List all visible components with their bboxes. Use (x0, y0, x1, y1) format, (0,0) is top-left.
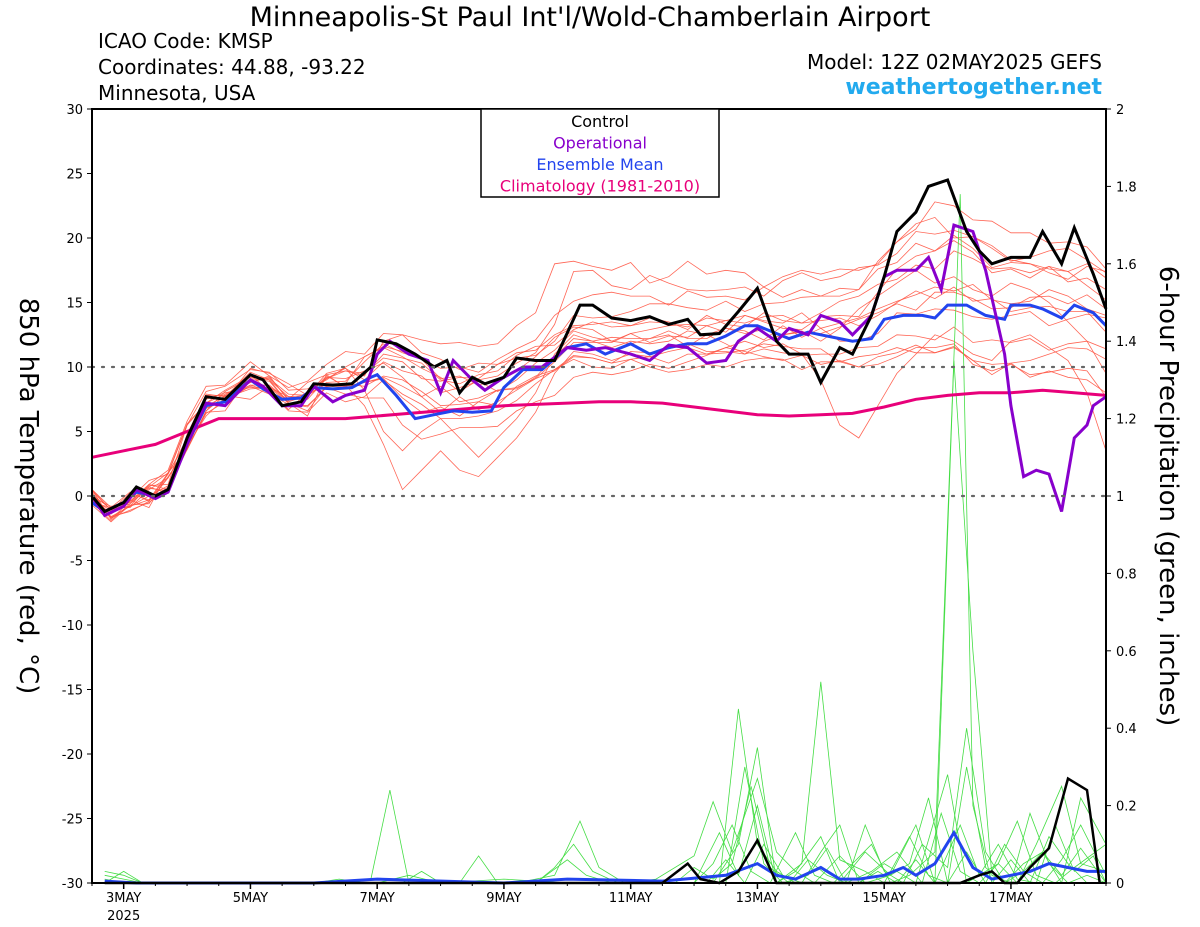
precip-member-6 (104, 360, 1107, 884)
left-tick-label: -20 (62, 748, 83, 763)
left-tick-label: -10 (62, 619, 83, 634)
temp-member-1 (91, 240, 1107, 520)
precip-member-3 (104, 681, 1107, 884)
legend-entry: Operational (553, 134, 647, 153)
left-tick-label: -15 (62, 684, 83, 699)
right-tick-label: 1.2 (1116, 413, 1137, 428)
x-tick-label: 15MAY (862, 891, 906, 906)
right-tick-label: 1 (1116, 490, 1124, 505)
left-tick-label: 30 (66, 103, 83, 118)
temp-mean-line (91, 303, 1108, 514)
axes: 302520151050-5-10-15-20-25-3021.81.61.41… (62, 103, 1137, 924)
x-tick-label: 17MAY (989, 891, 1033, 906)
right-tick-label: 1.4 (1116, 335, 1137, 350)
legend-entry: Climatology (1981-2010) (500, 177, 700, 196)
right-tick-label: 0 (1116, 877, 1124, 892)
temp-member-9 (91, 286, 1107, 523)
right-tick-label: 0.8 (1116, 567, 1137, 582)
model-run: Model: 12Z 02MAY2025 GEFS (807, 50, 1102, 74)
temp-member-11 (91, 308, 1107, 510)
precip-member-1 (104, 708, 1107, 884)
site-link[interactable]: weathertogether.net (845, 75, 1102, 100)
right-axis-title: 6-hour Precipitation (green, inches) (1153, 266, 1183, 726)
precipitation-members (104, 194, 1107, 885)
temp-member-15 (91, 326, 1107, 519)
right-tick-label: 0.4 (1116, 722, 1137, 737)
x-tick-label: 11MAY (609, 891, 653, 906)
precip-member-4 (104, 194, 1106, 884)
temperature-members (91, 201, 1107, 523)
left-tick-label: 0 (75, 490, 83, 505)
precip-member-5 (104, 820, 1107, 884)
left-tick-label: -5 (70, 555, 83, 570)
precip-mean-line (104, 829, 1106, 885)
grid (90, 365, 1108, 498)
left-tick-label: 15 (66, 297, 83, 312)
left-tick-label: -30 (62, 877, 83, 892)
x-tick-label: 5MAY (233, 891, 268, 906)
x-tick-year: 2025 (107, 909, 140, 924)
temp-member-2 (91, 291, 1107, 518)
precip-member-7 (104, 728, 1107, 884)
region: Minnesota, USA (98, 81, 256, 105)
legend-entry: Control (571, 112, 629, 131)
x-tick-label: 13MAY (736, 891, 780, 906)
legend-box (480, 108, 720, 198)
climatology-line (91, 388, 1107, 459)
right-tick-label: 0.2 (1116, 800, 1137, 815)
right-tick-label: 1.6 (1116, 258, 1137, 273)
temp-member-16 (91, 234, 1107, 511)
temp-member-6 (91, 250, 1107, 511)
temp-member-5 (91, 229, 1107, 515)
left-tick-label: -25 (62, 813, 83, 828)
icao-code: ICAO Code: KMSP (98, 29, 273, 53)
right-tick-label: 1.8 (1116, 180, 1137, 195)
left-tick-label: 5 (75, 426, 83, 441)
x-tick-label: 9MAY (486, 891, 521, 906)
legend-entry: Ensemble Mean (536, 155, 663, 174)
chart-title: Minneapolis-St Paul Int'l/Wold-Chamberla… (249, 2, 931, 33)
x-tick-label: 3MAY (106, 891, 141, 906)
left-axis-title: 850 hPa Temperature (red, °C) (13, 298, 43, 695)
left-tick-label: 20 (66, 232, 83, 247)
right-tick-label: 0.6 (1116, 645, 1137, 660)
legend: Control Operational Ensemble Mean Climatolo… (480, 108, 720, 198)
coordinates: Coordinates: 44.88, -93.22 (98, 55, 366, 79)
left-tick-label: 25 (66, 168, 83, 183)
precip-control-line (104, 776, 1101, 885)
precip-member-8 (104, 766, 1107, 884)
main-series (90, 178, 1108, 885)
temp-member-13 (91, 216, 1107, 518)
right-tick-label: 2 (1116, 103, 1124, 118)
x-tick-label: 7MAY (360, 891, 395, 906)
left-tick-label: 10 (66, 361, 83, 376)
temp-control-line (90, 178, 1108, 514)
